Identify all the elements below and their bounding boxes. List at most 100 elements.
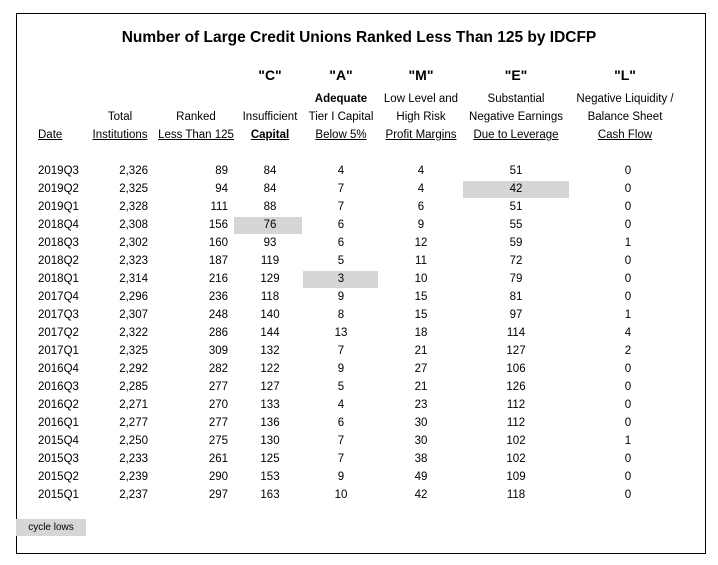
header-total-line2: Institutions xyxy=(92,129,148,141)
cell-adequate-tier1-capital: 9 xyxy=(337,363,345,375)
cell-negative-liquidity: 1 xyxy=(624,435,632,447)
cell-profit-margins: 12 xyxy=(414,237,428,249)
cell-total-institutions: 2,285 xyxy=(119,381,148,393)
cell-negative-liquidity: 0 xyxy=(624,471,632,483)
cell-insufficient-capital: 129 xyxy=(260,273,280,285)
cell-negative-earnings: 106 xyxy=(506,363,526,375)
letter-l: "L" xyxy=(614,67,636,83)
cell-negative-earnings: 42 xyxy=(509,183,523,195)
cell-total-institutions: 2,250 xyxy=(119,435,148,447)
cell-insufficient-capital: 118 xyxy=(260,291,280,303)
header-m-line2: Profit Margins xyxy=(385,129,457,141)
cell-negative-liquidity: 0 xyxy=(624,399,632,411)
cell-ranked-less-than-125: 270 xyxy=(208,399,228,411)
cell-insufficient-capital: 132 xyxy=(260,345,280,357)
cell-negative-earnings: 51 xyxy=(509,165,523,177)
cell-ranked-less-than-125: 277 xyxy=(208,381,228,393)
cell-negative-liquidity: 0 xyxy=(624,255,632,267)
header-a-line0: Adequate xyxy=(314,93,368,105)
page-title: Number of Large Credit Unions Ranked Les… xyxy=(121,29,597,46)
header-m-line0: Low Level and xyxy=(383,93,459,105)
cell-adequate-tier1-capital: 4 xyxy=(337,399,345,411)
cell-ranked-less-than-125: 275 xyxy=(208,435,228,447)
cell-insufficient-capital: 140 xyxy=(260,309,280,321)
cell-profit-margins: 4 xyxy=(417,165,425,177)
cell-profit-margins: 15 xyxy=(414,309,428,321)
cell-total-institutions: 2,233 xyxy=(119,453,148,465)
cell-negative-earnings: 102 xyxy=(506,435,526,447)
cell-negative-earnings: 102 xyxy=(506,453,526,465)
header-e-line1: Negative Earnings xyxy=(469,111,563,123)
cell-insufficient-capital: 84 xyxy=(263,183,277,195)
cell-insufficient-capital: 76 xyxy=(263,219,277,231)
header-m-line1: High Risk xyxy=(396,111,446,123)
cell-insufficient-capital: 153 xyxy=(260,471,280,483)
cell-insufficient-capital: 93 xyxy=(263,237,277,249)
cell-date: 2017Q1 xyxy=(38,345,79,357)
header-e-line0: Substantial xyxy=(487,93,545,105)
cell-date: 2015Q3 xyxy=(38,453,79,465)
cycle-low-highlight xyxy=(303,271,378,288)
cell-date: 2016Q1 xyxy=(38,417,79,429)
cell-date: 2018Q3 xyxy=(38,237,79,249)
header-date: Date xyxy=(38,129,63,141)
cell-profit-margins: 21 xyxy=(414,381,428,393)
cell-negative-liquidity: 0 xyxy=(624,381,632,393)
header-e-line2: Due to Leverage xyxy=(473,129,559,141)
cell-negative-earnings: 79 xyxy=(509,273,523,285)
cell-insufficient-capital: 84 xyxy=(263,165,277,177)
cell-negative-liquidity: 0 xyxy=(624,417,632,429)
cell-insufficient-capital: 136 xyxy=(260,417,280,429)
cell-profit-margins: 38 xyxy=(414,453,428,465)
cell-total-institutions: 2,292 xyxy=(119,363,148,375)
cell-date: 2015Q1 xyxy=(38,489,79,501)
cell-negative-earnings: 118 xyxy=(506,489,526,501)
cell-adequate-tier1-capital: 4 xyxy=(337,165,345,177)
cell-ranked-less-than-125: 248 xyxy=(208,309,228,321)
cell-insufficient-capital: 133 xyxy=(260,399,280,411)
cell-insufficient-capital: 125 xyxy=(260,453,280,465)
letter-m: "M" xyxy=(408,67,434,83)
cell-profit-margins: 21 xyxy=(414,345,428,357)
cell-insufficient-capital: 130 xyxy=(260,435,280,447)
header-c-line1: Insufficient xyxy=(242,111,298,123)
cell-ranked-less-than-125: 216 xyxy=(208,273,228,285)
cell-profit-margins: 18 xyxy=(414,327,428,339)
cell-total-institutions: 2,308 xyxy=(119,219,148,231)
cell-insufficient-capital: 127 xyxy=(260,381,280,393)
cell-ranked-less-than-125: 309 xyxy=(208,345,228,357)
cell-adequate-tier1-capital: 10 xyxy=(334,489,348,501)
cell-profit-margins: 42 xyxy=(414,489,428,501)
cell-date: 2019Q3 xyxy=(38,165,79,177)
cell-negative-earnings: 127 xyxy=(506,345,526,357)
cell-date: 2017Q4 xyxy=(38,291,79,303)
cell-insufficient-capital: 119 xyxy=(260,255,280,267)
cell-ranked-less-than-125: 111 xyxy=(210,201,228,213)
cell-negative-earnings: 126 xyxy=(506,381,526,393)
cell-adequate-tier1-capital: 9 xyxy=(337,471,345,483)
cell-total-institutions: 2,325 xyxy=(119,183,148,195)
cell-ranked-less-than-125: 282 xyxy=(208,363,228,375)
table-frame xyxy=(16,13,706,554)
cell-negative-earnings: 114 xyxy=(506,327,526,339)
header-ranked-line1: Ranked xyxy=(176,111,216,123)
cell-ranked-less-than-125: 290 xyxy=(208,471,228,483)
cell-profit-margins: 10 xyxy=(414,273,428,285)
cell-adequate-tier1-capital: 7 xyxy=(337,435,345,447)
cell-negative-liquidity: 0 xyxy=(624,219,632,231)
cell-total-institutions: 2,271 xyxy=(119,399,148,411)
cell-adequate-tier1-capital: 8 xyxy=(337,309,345,321)
cell-date: 2018Q4 xyxy=(38,219,79,231)
cell-profit-margins: 27 xyxy=(414,363,428,375)
cell-adequate-tier1-capital: 6 xyxy=(337,237,345,249)
cell-total-institutions: 2,325 xyxy=(119,345,148,357)
cell-profit-margins: 9 xyxy=(417,219,425,231)
cell-ranked-less-than-125: 261 xyxy=(208,453,228,465)
cell-profit-margins: 30 xyxy=(414,417,428,429)
cell-adequate-tier1-capital: 13 xyxy=(334,327,348,339)
cell-ranked-less-than-125: 277 xyxy=(208,417,228,429)
cell-insufficient-capital: 144 xyxy=(260,327,280,339)
cell-negative-liquidity: 2 xyxy=(624,345,632,357)
header-total-line1: Total xyxy=(107,111,133,123)
cell-negative-earnings: 55 xyxy=(509,219,523,231)
